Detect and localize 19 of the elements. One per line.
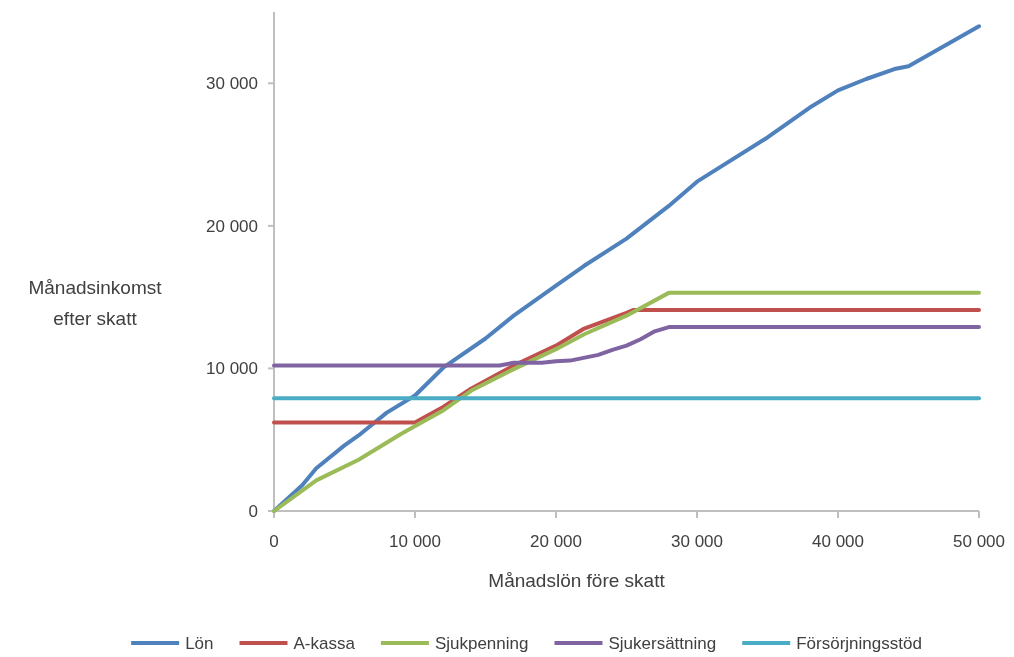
legend-label: Sjukpenning xyxy=(434,633,529,653)
y-tick-label: 0 xyxy=(248,501,258,521)
x-axis-title: Månadslön före skatt xyxy=(488,569,666,591)
legend-label: A-kassa xyxy=(293,633,356,653)
y-tick-label: 20 000 xyxy=(206,216,258,236)
x-tick-label: 0 xyxy=(269,531,279,551)
y-tick-label: 30 000 xyxy=(206,74,258,94)
legend-label: Lön xyxy=(185,633,214,653)
x-tick-label: 20 000 xyxy=(530,531,582,551)
line-series xyxy=(272,325,981,368)
line-series xyxy=(272,307,981,425)
x-tick-label: 30 000 xyxy=(671,531,723,551)
x-tick-label: 40 000 xyxy=(812,531,864,551)
x-tick-label: 10 000 xyxy=(389,531,441,551)
y-tick-label: 10 000 xyxy=(206,359,258,379)
legend-label: Försörjningsstöd xyxy=(796,633,922,653)
x-tick-label: 50 000 xyxy=(953,531,1005,551)
legend-label: Sjukersättning xyxy=(608,633,717,653)
y-axis-title: Månadsinkomst efter skatt xyxy=(28,276,163,329)
